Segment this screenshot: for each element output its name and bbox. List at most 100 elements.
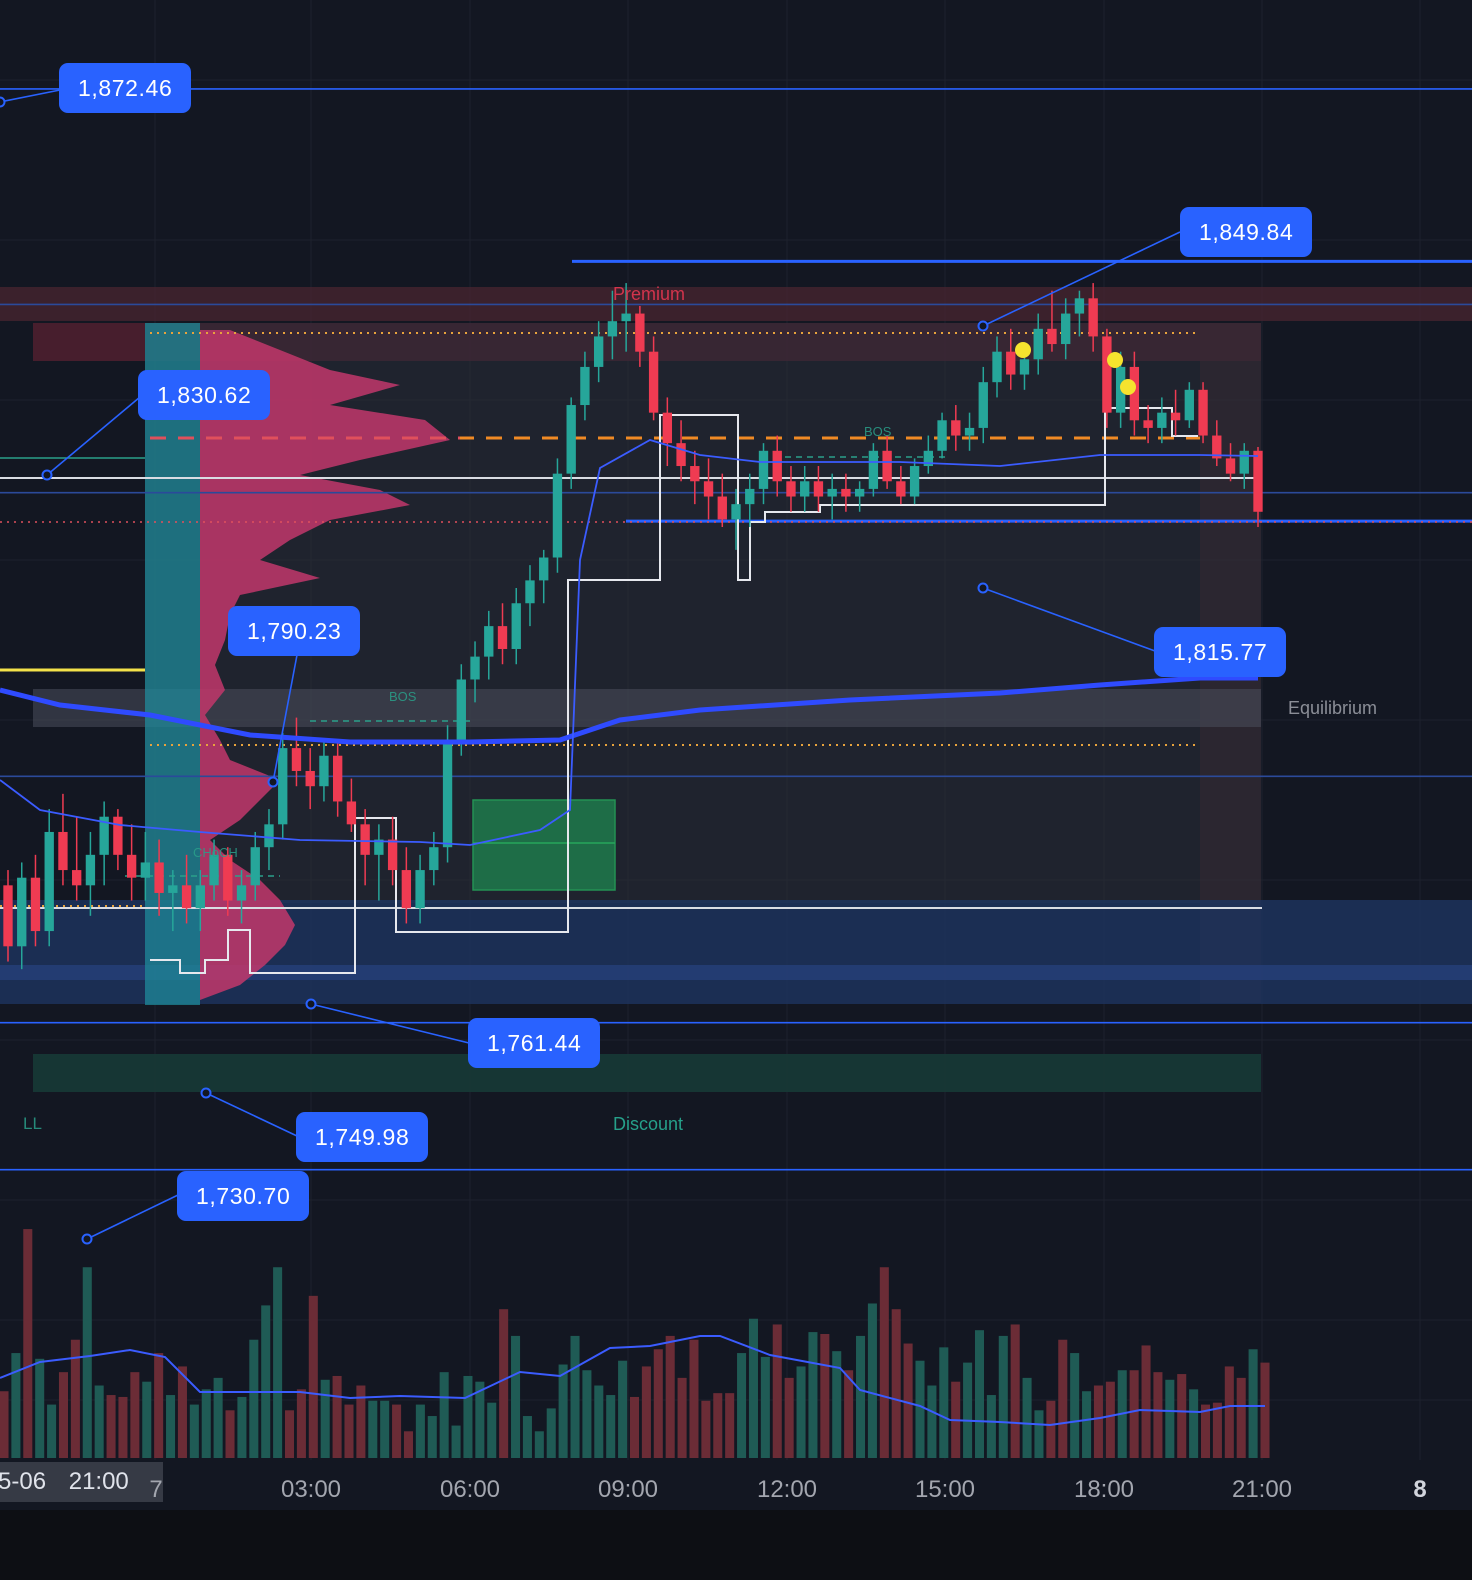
volume-bar [1141, 1345, 1151, 1458]
volume-bar [166, 1395, 176, 1458]
candle-body [497, 626, 508, 649]
volume-bar [915, 1360, 925, 1458]
time-tick-0600: 06:00 [439, 1476, 501, 1503]
volume-bar [463, 1375, 473, 1458]
candle-body [854, 488, 865, 497]
volume-bar [879, 1267, 889, 1458]
price-label-1730: 1,730.70 [177, 1171, 310, 1221]
candle-body [1006, 351, 1016, 375]
candle-body [264, 824, 274, 848]
callout-connector-3 [272, 654, 298, 783]
volume-bar [1034, 1410, 1044, 1458]
volume-bar [820, 1334, 830, 1458]
time-tick-2100: 21:00 [1231, 1476, 1293, 1503]
volume-bar [927, 1385, 937, 1458]
volume-bar [249, 1339, 259, 1458]
candle-body [1157, 412, 1167, 428]
price-label-1849: 1,849.84 [1180, 207, 1313, 257]
equilibrium-zone [33, 689, 1261, 727]
volume-bar [296, 1389, 306, 1458]
volume-bar [106, 1395, 116, 1458]
signal-dot [1107, 352, 1123, 368]
volume-bar [11, 1353, 21, 1458]
candle-body [1047, 328, 1057, 345]
candle-body [745, 488, 755, 505]
candle-body [140, 862, 151, 878]
volume-bar [320, 1379, 330, 1458]
volume-bar [1070, 1353, 1080, 1458]
candle-body [566, 405, 576, 474]
volume-bar [439, 1372, 449, 1458]
volume-bar [808, 1332, 818, 1458]
candle-body [800, 481, 810, 497]
volume-bar [1236, 1377, 1246, 1458]
callout-anchor-0 [0, 96, 6, 108]
volume-bar [1058, 1339, 1068, 1458]
candle-body [85, 854, 96, 886]
volume-bar [47, 1404, 57, 1458]
candle-body [1184, 389, 1194, 421]
volume-bar [677, 1377, 687, 1458]
candle-body [1239, 450, 1249, 474]
price-label-1749: 1,749.98 [296, 1112, 429, 1162]
candle-body [978, 382, 988, 428]
signal-dot [1120, 379, 1136, 395]
volume-bar [237, 1396, 247, 1458]
candle-body [964, 427, 975, 436]
volume-profile-histogram [200, 330, 450, 1000]
candle-body [1170, 412, 1181, 421]
candle-body [415, 870, 425, 909]
callout-anchor-5 [305, 998, 317, 1010]
candle-body [882, 450, 892, 482]
candle-body [703, 481, 714, 497]
callout-anchor-4 [977, 582, 989, 594]
volume-bar [1010, 1324, 1020, 1458]
volume-bar [1046, 1400, 1056, 1458]
candle-body [72, 870, 82, 886]
candle-body [1019, 359, 1030, 375]
volume-bar [891, 1309, 901, 1458]
candle-body [923, 450, 933, 467]
candle-body [209, 854, 219, 886]
candle-body [305, 770, 315, 787]
bos-marker-lower: BOS [389, 689, 417, 704]
bottom-toolbar [0, 1510, 1472, 1580]
callout-connector-1 [982, 231, 1181, 327]
candle-body [195, 885, 205, 909]
candle-body [442, 740, 453, 848]
volume-bar [903, 1343, 913, 1458]
candle-body [1198, 389, 1208, 436]
candle-body [291, 748, 302, 771]
candle-body [223, 854, 233, 901]
candle-body [868, 450, 879, 489]
candle-body [648, 351, 659, 413]
candle-body [511, 603, 521, 649]
candle-body [58, 831, 68, 871]
volume-bar [284, 1410, 295, 1458]
callout-connector-4 [982, 587, 1156, 652]
volume-bar [1212, 1402, 1222, 1458]
ma-slow [0, 675, 1258, 745]
choch-marker: CHoCH [193, 845, 238, 860]
candle-body [387, 839, 398, 871]
candle-body [17, 877, 27, 947]
candle-body [786, 481, 796, 497]
volume-bar [1153, 1372, 1163, 1458]
volume-bar [427, 1416, 437, 1458]
price-label-1761: 1,761.44 [468, 1018, 601, 1068]
volume-bar [368, 1400, 378, 1458]
callout-anchor-6 [200, 1087, 212, 1099]
volume-bar [1189, 1389, 1199, 1458]
volume-bar [356, 1385, 366, 1458]
time-tick-1200: 12:00 [756, 1476, 818, 1503]
candle-body [250, 847, 260, 886]
candle-body [635, 313, 645, 352]
volume-bar [772, 1324, 782, 1458]
volume-bar [963, 1362, 973, 1458]
volume-bar [606, 1395, 616, 1458]
volume-bar [701, 1400, 711, 1458]
volume-bar [415, 1404, 425, 1458]
candle-body [909, 466, 920, 497]
discount-zone-label: Discount [613, 1114, 684, 1134]
